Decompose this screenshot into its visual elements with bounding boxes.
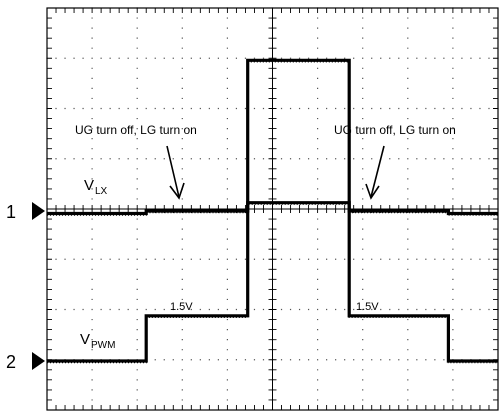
channel-2-marker: 2 — [6, 352, 16, 372]
channel-1-arrow-icon — [32, 202, 45, 220]
level-label-left: 1.5V — [170, 301, 193, 313]
vpwm-label: V — [80, 331, 90, 348]
level-label-right: 1.5V — [356, 301, 379, 313]
annotation-left-arrow — [166, 145, 185, 200]
channel-1-marker: 1 — [6, 202, 16, 222]
graticule-ticks — [46, 7, 499, 411]
annotation-right: UG turn off, LG turn on — [334, 123, 456, 137]
annotation-left: UG turn off, LG turn on — [75, 123, 197, 137]
traces — [47, 58, 498, 364]
channel-2-arrow-icon — [32, 352, 45, 370]
vlx-label: V — [84, 177, 94, 194]
vlx-subscript: LX — [95, 186, 108, 197]
annotation-right-arrow — [365, 145, 385, 200]
graticule — [46, 7, 499, 411]
vpwm-subscript: PWM — [91, 340, 115, 351]
